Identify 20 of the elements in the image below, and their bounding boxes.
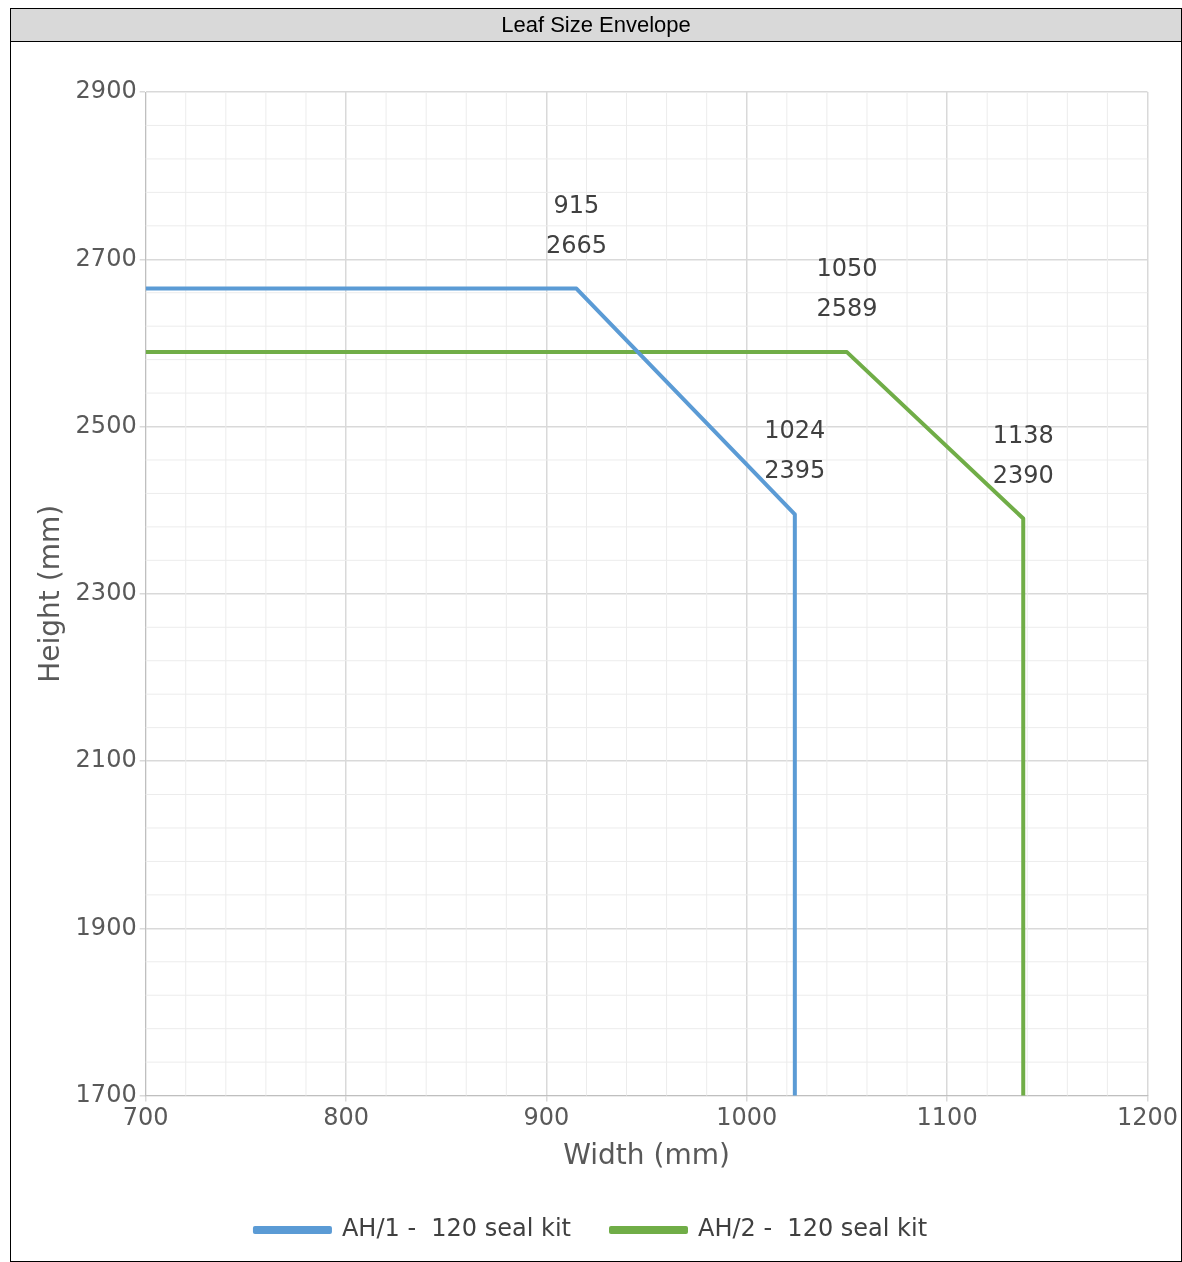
annotation: 1024 2395 xyxy=(764,416,826,485)
x-tick-label: 1100 xyxy=(916,1103,978,1132)
x-tick-label: 800 xyxy=(323,1103,369,1132)
y-tick-label: 2700 xyxy=(75,243,137,272)
y-tick-label: 1900 xyxy=(75,912,137,941)
y-tick-label: 2100 xyxy=(75,745,137,774)
annotation: 915 2665 xyxy=(545,190,607,259)
y-tick-label: 2300 xyxy=(75,578,137,607)
x-tick-label: 1000 xyxy=(716,1103,778,1132)
x-tick-label: 1200 xyxy=(1116,1103,1178,1132)
y-axis-title: Height (mm) xyxy=(33,504,67,683)
legend-label: AH/1 - 120 seal kit xyxy=(341,1214,572,1243)
x-axis-title: Width (mm) xyxy=(563,1138,730,1172)
y-tick-label: 2500 xyxy=(75,410,137,439)
chart-title: Leaf Size Envelope xyxy=(11,9,1181,42)
x-tick-label: 900 xyxy=(523,1103,570,1132)
annotation: 1050 2589 xyxy=(816,254,878,323)
annotation: 1138 2390 xyxy=(992,420,1054,489)
y-tick-label: 2900 xyxy=(75,76,137,105)
legend-label: AH/2 - 120 seal kit xyxy=(698,1214,928,1243)
